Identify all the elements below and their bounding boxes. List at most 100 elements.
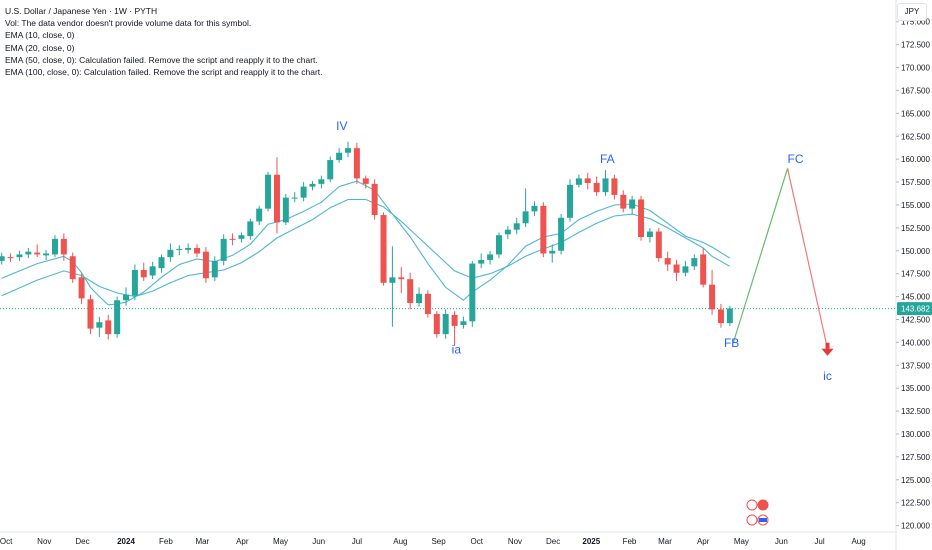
x-tick-label: 2024 xyxy=(117,537,135,546)
candle-body xyxy=(469,263,476,322)
y-tick-label: 152.500 xyxy=(901,224,930,233)
x-tick-label: Jun xyxy=(312,537,325,546)
candle-body xyxy=(389,277,396,283)
candle-body xyxy=(256,208,263,222)
candle-body xyxy=(593,182,600,193)
candle-body xyxy=(717,309,724,324)
candle-body xyxy=(69,256,76,280)
candle-body xyxy=(416,293,423,303)
volume-legend[interactable]: Vol: The data vendor doesn't provide vol… xyxy=(5,18,252,29)
wave-label: FB xyxy=(724,336,739,350)
y-tick-label: 170.000 xyxy=(901,64,930,73)
y-tick-label: 165.000 xyxy=(901,109,930,118)
y-tick-label: 145.000 xyxy=(901,293,930,302)
candle-body xyxy=(353,148,360,179)
candle-body xyxy=(433,313,440,335)
ema50-legend[interactable]: EMA (50, close, 0): Calculation failed. … xyxy=(5,54,318,65)
y-tick-label: 167.500 xyxy=(901,86,930,95)
projection-down-line xyxy=(786,168,829,349)
candle-body xyxy=(673,264,680,273)
candle-body xyxy=(682,266,689,273)
candle-body xyxy=(371,183,378,216)
ema20-legend[interactable]: EMA (20, close, 0) xyxy=(5,42,75,53)
candle-body xyxy=(87,299,94,329)
candle-body xyxy=(16,254,23,258)
ema-long-line xyxy=(1,198,731,298)
candle-body xyxy=(96,322,103,328)
candle-body xyxy=(460,321,467,325)
candle-body xyxy=(194,248,201,254)
y-tick-label: 175.000 xyxy=(901,18,930,27)
chart-legend: U.S. Dollar / Japanese Yen · 1W · PYTH V… xyxy=(5,5,323,78)
y-tick-label: 157.500 xyxy=(901,178,930,187)
flag-icon-stripe xyxy=(759,518,767,522)
candle-body xyxy=(575,178,582,185)
candle-body xyxy=(327,160,334,180)
candle-body xyxy=(282,197,289,223)
y-tick-label: 120.000 xyxy=(901,522,930,531)
candle-body xyxy=(149,266,156,276)
ema10-legend[interactable]: EMA (10, close, 0) xyxy=(5,30,75,41)
price-axis[interactable]: 175.000 172.500 170.000 167.500 165.000 162.5… xyxy=(896,18,932,531)
candle-body xyxy=(709,284,716,310)
candle-body xyxy=(531,205,538,212)
candle-body xyxy=(522,211,529,224)
candle-body xyxy=(398,277,405,280)
candle-body xyxy=(611,178,618,195)
candle-body xyxy=(300,186,307,198)
y-tick-label: 135.000 xyxy=(901,384,930,393)
candle-body xyxy=(478,259,485,264)
wave-label: FC xyxy=(788,152,804,166)
candle-body xyxy=(629,199,636,209)
wave-labels: IV ia FA FB FC ic xyxy=(336,119,832,383)
candle-body xyxy=(700,254,707,285)
time-axis[interactable]: Oct Nov Dec 2024 Feb Mar Apr May Jun Jul Aug Sep Oct… xyxy=(0,537,866,546)
candle-body xyxy=(451,314,458,326)
wave-label: IV xyxy=(336,119,347,133)
candle-body xyxy=(51,238,58,255)
x-tick-label: Mar xyxy=(658,537,672,546)
y-tick-label: 122.500 xyxy=(901,499,930,508)
candle-body xyxy=(726,308,733,324)
x-tick-label: May xyxy=(734,537,749,546)
candle-body xyxy=(646,231,653,238)
x-tick-label: Mar xyxy=(195,537,209,546)
candle-body xyxy=(655,231,662,259)
candle-body xyxy=(105,320,112,335)
symbol-title[interactable]: U.S. Dollar / Japanese Yen · 1W · PYTH xyxy=(5,6,158,16)
candle-body xyxy=(43,253,50,256)
candle-body xyxy=(291,197,298,199)
candle-body xyxy=(78,277,85,299)
x-tick-label: Feb xyxy=(159,537,173,546)
x-tick-label: Jul xyxy=(352,537,362,546)
candle-body xyxy=(131,270,138,296)
candle-body xyxy=(345,148,351,153)
projection-arrow-stem xyxy=(825,342,830,349)
candle-body xyxy=(487,254,494,260)
currency-button[interactable]: JPY xyxy=(897,3,927,21)
candle-body xyxy=(540,205,547,254)
candle-body xyxy=(202,251,209,279)
y-tick-label: 162.500 xyxy=(901,132,930,141)
projection-lines xyxy=(732,168,834,356)
candle-body xyxy=(504,229,511,235)
candle-body xyxy=(407,279,414,303)
candle-body xyxy=(424,293,431,314)
wave-label: ia xyxy=(452,342,462,356)
candle-body xyxy=(238,235,245,239)
candle-body xyxy=(380,215,387,283)
ema100-legend[interactable]: EMA (100, close, 0): Calculation failed.… xyxy=(5,67,323,78)
x-tick-label: Apr xyxy=(697,537,710,546)
x-tick-label: May xyxy=(273,537,288,546)
candle-body xyxy=(211,260,218,278)
candle-body xyxy=(567,184,573,218)
x-tick-label: Jun xyxy=(775,537,788,546)
candle-body xyxy=(0,256,5,261)
event-icons[interactable] xyxy=(746,499,769,526)
candle-body xyxy=(229,238,236,240)
x-tick-label: Oct xyxy=(0,537,13,546)
candle-body xyxy=(513,223,520,230)
x-tick-label: Apr xyxy=(236,537,249,546)
x-tick-label: Oct xyxy=(471,537,484,546)
